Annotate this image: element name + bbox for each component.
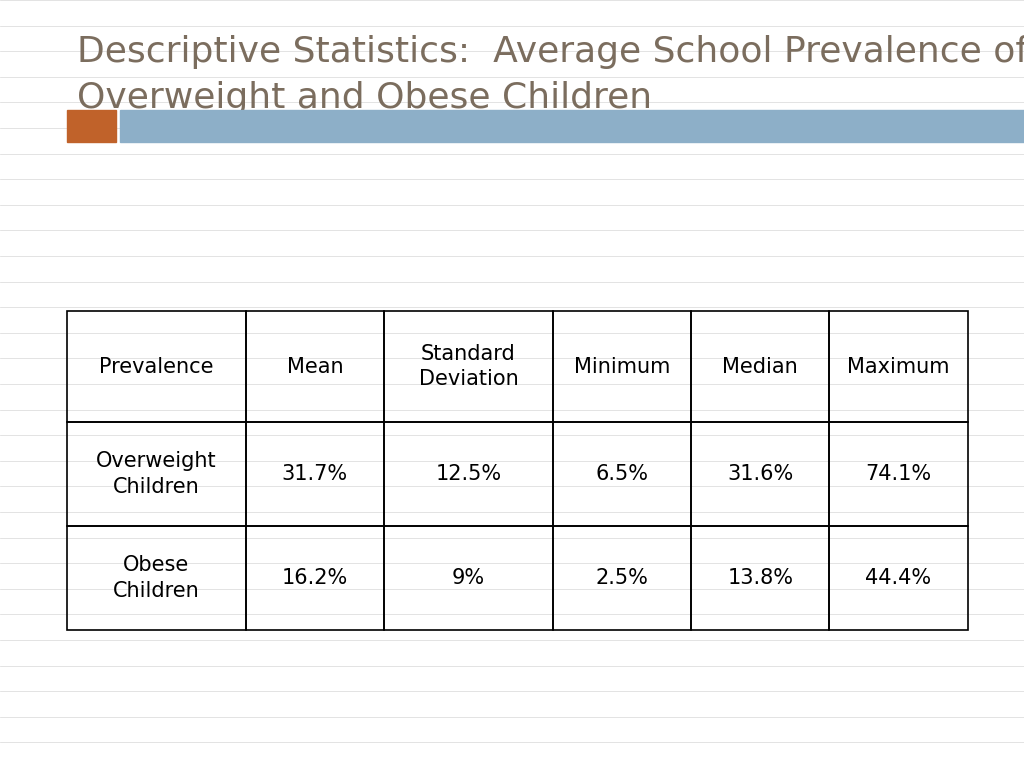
- Text: Descriptive Statistics:  Average School Prevalence of: Descriptive Statistics: Average School P…: [77, 35, 1024, 68]
- Text: Overweight and Obese Children: Overweight and Obese Children: [77, 81, 652, 114]
- Bar: [691, 422, 829, 526]
- Text: 2.5%: 2.5%: [596, 568, 648, 588]
- Bar: [67, 526, 246, 630]
- Bar: [246, 311, 384, 422]
- Bar: [829, 311, 968, 422]
- Bar: [120, 110, 1024, 142]
- Text: 9%: 9%: [452, 568, 485, 588]
- Text: 74.1%: 74.1%: [865, 464, 932, 485]
- Text: 31.6%: 31.6%: [727, 464, 794, 485]
- Bar: [553, 422, 691, 526]
- Bar: [829, 526, 968, 630]
- Text: Standard
Deviation: Standard Deviation: [419, 344, 518, 389]
- Bar: [691, 526, 829, 630]
- Text: Median: Median: [723, 356, 798, 377]
- Bar: [384, 526, 553, 630]
- Bar: [67, 110, 116, 142]
- Text: 31.7%: 31.7%: [282, 464, 348, 485]
- Text: Minimum: Minimum: [573, 356, 671, 377]
- Text: 44.4%: 44.4%: [865, 568, 932, 588]
- Bar: [553, 526, 691, 630]
- Text: Prevalence: Prevalence: [99, 356, 213, 377]
- Text: 12.5%: 12.5%: [435, 464, 502, 485]
- Bar: [829, 422, 968, 526]
- Bar: [553, 311, 691, 422]
- Bar: [384, 422, 553, 526]
- Text: Obese
Children: Obese Children: [113, 554, 200, 601]
- Text: Maximum: Maximum: [847, 356, 950, 377]
- Bar: [67, 422, 246, 526]
- Bar: [67, 311, 246, 422]
- Bar: [246, 526, 384, 630]
- Text: 16.2%: 16.2%: [282, 568, 348, 588]
- Bar: [246, 422, 384, 526]
- Text: Mean: Mean: [287, 356, 343, 377]
- Text: Overweight
Children: Overweight Children: [96, 451, 216, 498]
- Text: 13.8%: 13.8%: [727, 568, 794, 588]
- Bar: [384, 311, 553, 422]
- Bar: [691, 311, 829, 422]
- Text: 6.5%: 6.5%: [596, 464, 648, 485]
